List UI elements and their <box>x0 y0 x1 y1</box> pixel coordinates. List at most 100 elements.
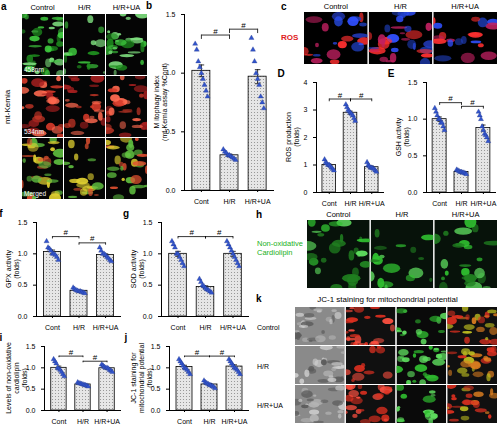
svg-text:534nm: 534nm <box>24 128 44 135</box>
svg-text:a: a <box>1 1 7 12</box>
svg-text:0.0: 0.0 <box>18 313 28 320</box>
svg-text:1.5: 1.5 <box>18 219 28 226</box>
svg-text:#: # <box>90 234 95 243</box>
svg-text:#: # <box>359 91 364 100</box>
svg-text:0.5: 0.5 <box>408 152 418 159</box>
svg-text:1.5: 1.5 <box>143 219 153 226</box>
svg-text:Control: Control <box>324 2 349 11</box>
svg-text:H/R: H/R <box>199 324 211 331</box>
svg-text:458nm: 458nm <box>24 66 44 73</box>
svg-text:0.5: 0.5 <box>18 281 28 288</box>
svg-text:H/R: H/R <box>257 363 269 370</box>
svg-text:Control: Control <box>30 3 55 12</box>
svg-text:0.0: 0.0 <box>408 189 418 196</box>
svg-text:j: j <box>124 332 128 343</box>
svg-text:0.5: 0.5 <box>25 385 36 393</box>
svg-text:1: 1 <box>304 161 308 168</box>
svg-text:H/R+UA: H/R+UA <box>257 402 283 409</box>
svg-text:0.0: 0.0 <box>143 313 153 320</box>
svg-text:Control: Control <box>257 324 280 331</box>
svg-text:0.5: 0.5 <box>143 281 153 288</box>
svg-text:mt-Kemia: mt-Kemia <box>3 89 12 124</box>
svg-text:Control: Control <box>326 210 351 219</box>
svg-text:Cont: Cont <box>52 418 67 424</box>
svg-text:Cont: Cont <box>45 324 60 331</box>
svg-text:H/R+UA: H/R+UA <box>93 324 119 331</box>
svg-text:#: # <box>448 94 453 103</box>
svg-text:#: # <box>63 228 68 237</box>
svg-text:#: # <box>220 348 225 357</box>
svg-text:Cardiolipin: Cardiolipin <box>257 248 292 257</box>
svg-text:H/R+UA: H/R+UA <box>470 200 496 207</box>
svg-text:0.0: 0.0 <box>166 187 176 194</box>
svg-text:H/R: H/R <box>73 324 85 331</box>
svg-text:#: # <box>190 228 195 237</box>
svg-text:1.0: 1.0 <box>408 115 418 122</box>
svg-text:1.5: 1.5 <box>408 79 418 86</box>
svg-text:#: # <box>93 353 98 362</box>
svg-text:h: h <box>256 209 262 220</box>
svg-text:1.0: 1.0 <box>165 69 176 77</box>
svg-text:H/R: H/R <box>394 2 408 11</box>
svg-text:E: E <box>388 68 395 79</box>
svg-text:1.5: 1.5 <box>151 343 161 350</box>
svg-text:H/R: H/R <box>78 3 92 12</box>
svg-text:SOD activity(folds): SOD activity(folds) <box>130 249 146 288</box>
svg-text:JC-1 staining formitochondrial: JC-1 staining formitochondrial potential… <box>130 343 154 413</box>
svg-text:4: 4 <box>304 79 308 86</box>
svg-text:Cont: Cont <box>171 324 186 331</box>
svg-text:H/R+UA: H/R+UA <box>94 418 120 424</box>
svg-text:#: # <box>195 348 200 357</box>
svg-text:c: c <box>281 1 287 12</box>
svg-text:H/R+UA: H/R+UA <box>113 3 141 12</box>
svg-text:H/R+UA: H/R+UA <box>452 210 480 219</box>
svg-text:H/R: H/R <box>455 200 467 207</box>
svg-text:ROS: ROS <box>281 33 299 42</box>
svg-text:H/R: H/R <box>203 418 215 424</box>
svg-text:f: f <box>0 208 3 219</box>
svg-text:#: # <box>241 21 246 30</box>
svg-text:3: 3 <box>304 106 308 113</box>
svg-text:H/R: H/R <box>344 200 356 207</box>
svg-text:0.0: 0.0 <box>26 407 36 414</box>
svg-text:Cont: Cont <box>194 198 209 205</box>
svg-text:#: # <box>213 27 218 36</box>
svg-text:GSH activity(folds): GSH activity(folds) <box>395 117 411 156</box>
svg-text:Merged: Merged <box>24 190 46 198</box>
svg-text:1.0: 1.0 <box>18 250 28 257</box>
svg-text:JC-1 staining for mitochondria: JC-1 staining for mitochondrial potentia… <box>317 295 458 304</box>
svg-text:1.0: 1.0 <box>143 250 153 257</box>
svg-text:ROS production(folds): ROS production(folds) <box>285 112 301 162</box>
svg-text:i: i <box>0 332 3 343</box>
svg-text:1.5: 1.5 <box>26 343 36 350</box>
svg-text:H/R: H/R <box>223 198 235 205</box>
svg-text:Non-oxidative: Non-oxidative <box>257 239 303 248</box>
svg-text:#: # <box>338 91 343 100</box>
svg-text:#: # <box>69 348 74 357</box>
svg-text:H/R+UA: H/R+UA <box>245 198 271 205</box>
svg-text:H/R+UA: H/R+UA <box>220 324 246 331</box>
svg-text:GPX activity(folds): GPX activity(folds) <box>5 249 21 288</box>
svg-text:Cont: Cont <box>432 200 447 207</box>
svg-text:2: 2 <box>304 134 308 141</box>
svg-text:Cont: Cont <box>177 418 192 424</box>
svg-text:Levels of non-oxidativecardiol: Levels of non-oxidativecardiolipin(folds… <box>5 342 29 414</box>
svg-text:b: b <box>146 0 152 11</box>
svg-text:#: # <box>217 228 222 237</box>
svg-text:#: # <box>470 98 475 107</box>
svg-text:0.5: 0.5 <box>165 128 176 136</box>
svg-text:H/R: H/R <box>396 210 410 219</box>
svg-text:H/R: H/R <box>77 418 89 424</box>
svg-text:D: D <box>277 68 284 79</box>
svg-text:1.5: 1.5 <box>166 11 176 18</box>
svg-text:g: g <box>123 208 129 219</box>
svg-text:H/R+UA: H/R+UA <box>222 418 248 424</box>
svg-text:M itophagy index(mt-Kemia assa: M itophagy index(mt-Kemia assay %Cont) <box>153 63 169 141</box>
svg-text:0: 0 <box>304 189 308 196</box>
svg-text:Cont: Cont <box>322 200 337 207</box>
svg-text:k: k <box>256 293 262 304</box>
svg-text:1.0: 1.0 <box>25 364 36 372</box>
svg-text:H/R+UA: H/R+UA <box>359 200 385 207</box>
svg-text:0.0: 0.0 <box>151 407 161 414</box>
svg-text:H/R+UA: H/R+UA <box>451 2 479 11</box>
